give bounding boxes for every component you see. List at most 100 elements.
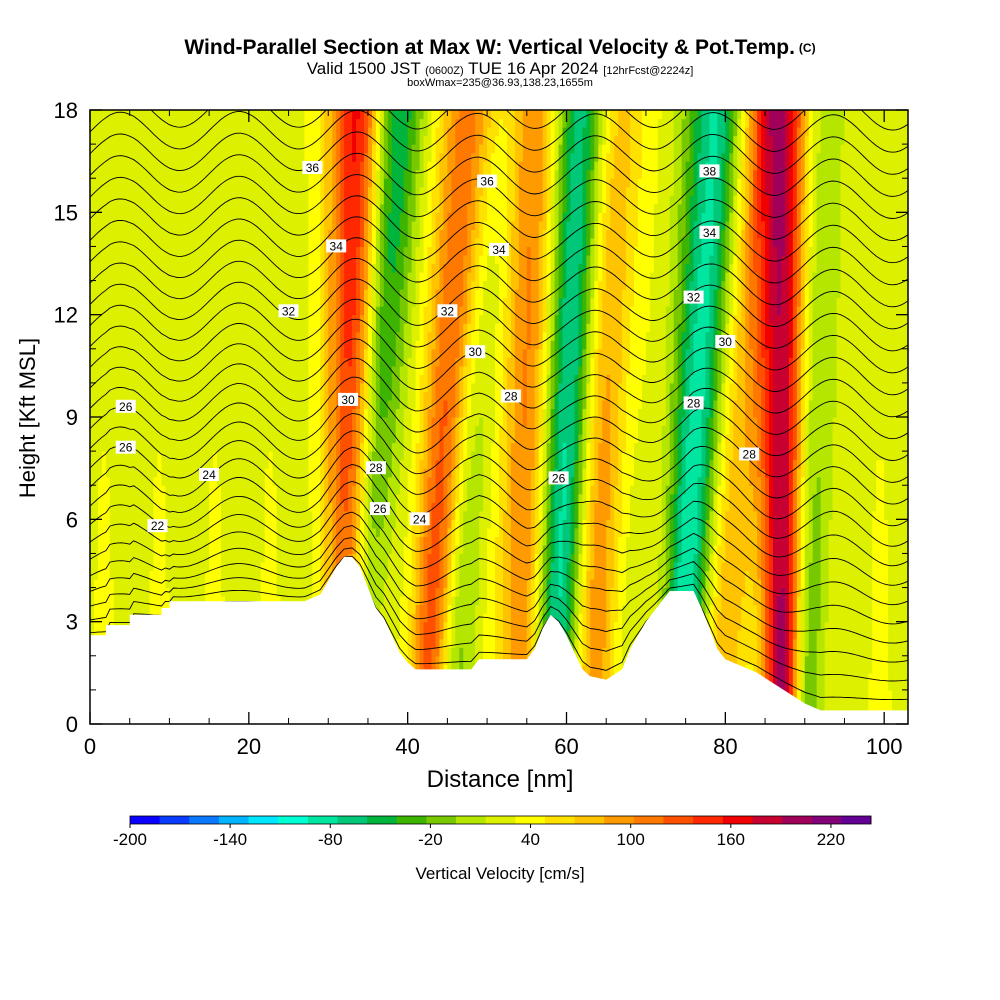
velocity-cell [201,374,206,384]
velocity-cell [217,417,222,427]
velocity-cell [324,306,329,316]
velocity-cell [292,280,298,290]
velocity-cell [272,289,278,299]
velocity-cell [288,442,294,452]
velocity-cell [225,152,230,162]
velocity-cell [300,254,306,265]
velocity-cell [117,468,123,478]
forecast-info: [12hrFcst@2224z] [603,65,694,77]
velocity-cell [232,408,238,418]
velocity-cell [236,527,242,537]
velocity-cell [137,391,143,401]
velocity-cell [165,579,171,589]
velocity-cell [109,425,115,435]
velocity-cell [236,314,242,324]
velocity-cell [153,144,159,154]
velocity-cell [205,442,210,452]
velocity-cell [316,399,321,410]
velocity-cell [280,323,286,333]
velocity-cell [145,604,151,614]
velocity-cell [225,254,230,265]
velocity-cell [193,510,198,520]
velocity-cell [236,502,242,512]
velocity-cell [189,544,194,555]
velocity-cell [157,237,163,248]
velocity-cell [97,544,103,555]
velocity-cell [189,434,194,444]
velocity-cell [264,178,270,188]
velocity-cell [244,229,250,239]
velocity-cell [109,519,115,529]
velocity-cell [256,357,262,367]
velocity-cell [129,391,135,401]
velocity-cell [121,510,127,520]
velocity-cell [320,485,325,495]
velocity-cell [185,161,190,171]
velocity-cell [248,502,254,512]
velocity-cell [332,476,337,486]
velocity-cell [113,365,119,375]
velocity-cell [328,169,333,179]
velocity-cell [129,510,135,520]
velocity-cell [316,468,321,478]
velocity-cell [153,536,159,546]
velocity-cell [217,425,222,435]
velocity-cell [137,374,143,384]
velocity-cell [213,178,218,188]
velocity-cell [352,306,357,316]
velocity-cell [185,254,190,265]
velocity-cell [360,536,365,546]
velocity-cell [248,365,254,375]
velocity-cell [137,587,143,597]
velocity-cell [109,570,115,580]
velocity-cell [264,391,270,401]
velocity-cell [308,237,313,248]
velocity-cell [193,331,198,341]
velocity-cell [113,178,119,188]
velocity-cell [248,254,254,265]
velocity-cell [109,289,115,299]
velocity-cell [304,459,309,469]
velocity-cell [348,459,353,469]
velocity-cell [193,220,198,230]
velocity-cell [316,229,321,239]
velocity-cell [101,289,107,299]
velocity-cell [244,306,250,316]
velocity-cell [121,417,127,427]
velocity-cell [213,246,218,256]
velocity-cell [197,434,202,444]
velocity-cell [105,596,111,606]
velocity-cell [133,510,139,520]
velocity-cell [137,169,143,179]
velocity-cell [205,596,210,606]
velocity-cell [344,229,349,239]
velocity-cell [296,493,302,503]
velocity-cell [304,229,309,239]
velocity-cell [320,144,325,154]
velocity-cell [312,314,317,324]
velocity-cell [209,561,214,572]
velocity-cell [228,485,234,495]
velocity-cell [149,434,155,444]
velocity-cell [284,510,290,520]
velocity-cell [308,314,313,324]
velocity-cell [312,510,317,520]
velocity-cell [300,417,306,427]
velocity-cell [332,468,337,478]
velocity-cell [161,451,167,461]
velocity-cell [232,340,238,350]
velocity-cell [193,553,198,563]
velocity-cell [312,186,317,196]
velocity-cell [348,169,353,179]
velocity-cell [217,365,222,375]
velocity-cell [113,579,119,589]
velocity-cell [280,144,286,154]
velocity-cell [268,510,274,520]
velocity-cell [97,485,103,495]
velocity-cell [352,118,357,128]
velocity-cell [109,195,115,205]
velocity-cell [248,544,254,555]
velocity-cell [133,417,139,427]
velocity-cell [308,468,313,478]
velocity-cell [169,289,174,299]
